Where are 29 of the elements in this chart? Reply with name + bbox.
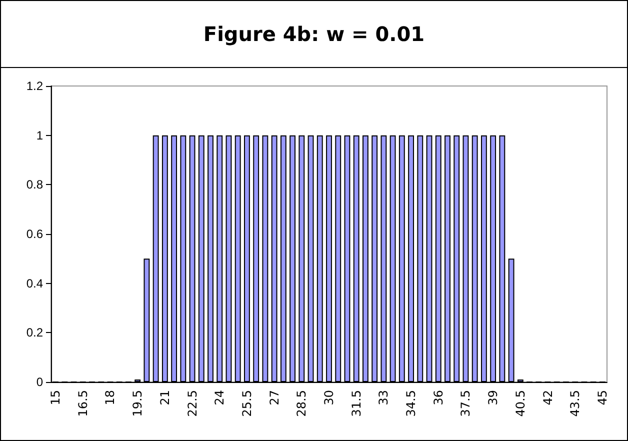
y-tick-label: 0.8 <box>26 178 44 192</box>
x-tick-label: 16.5 <box>76 390 90 417</box>
chart-title: Figure 4b: w = 0.01 <box>1 1 627 68</box>
x-tick-label: 25.5 <box>240 390 254 417</box>
x-tick-label: 45 <box>595 390 610 406</box>
y-tick-label: 0 <box>36 375 44 389</box>
x-tick-label: 36 <box>431 390 446 406</box>
x-tick-label: 19.5 <box>130 390 145 417</box>
y-tick-label: 0.4 <box>26 276 44 290</box>
x-tick-label: 40.5 <box>513 390 528 417</box>
x-tick-label: 37.5 <box>458 390 473 417</box>
x-tick-label: 21 <box>158 390 172 406</box>
x-tick-label: 43.5 <box>568 390 582 417</box>
x-tick-label: 31.5 <box>349 390 364 417</box>
x-tick-label: 18 <box>103 390 118 406</box>
x-tick-label: 30 <box>322 390 336 406</box>
x-tick-label: 42 <box>540 390 555 406</box>
x-tick-label: 33 <box>376 390 391 406</box>
x-tick-label: 22.5 <box>185 390 200 417</box>
x-tick-label: 34.5 <box>404 390 418 417</box>
x-tick-label: 28.5 <box>294 390 309 417</box>
x-tick-label: 15 <box>48 390 63 406</box>
y-tick-label: 1.2 <box>26 79 44 93</box>
y-tick-label: 0.6 <box>26 227 44 241</box>
y-tick-label: 1 <box>36 128 44 142</box>
x-tick-label: 27 <box>267 390 282 406</box>
y-tick-label: 0.2 <box>26 326 44 340</box>
x-tick-label: 24 <box>212 390 227 406</box>
x-tick-label: 39 <box>486 390 500 406</box>
